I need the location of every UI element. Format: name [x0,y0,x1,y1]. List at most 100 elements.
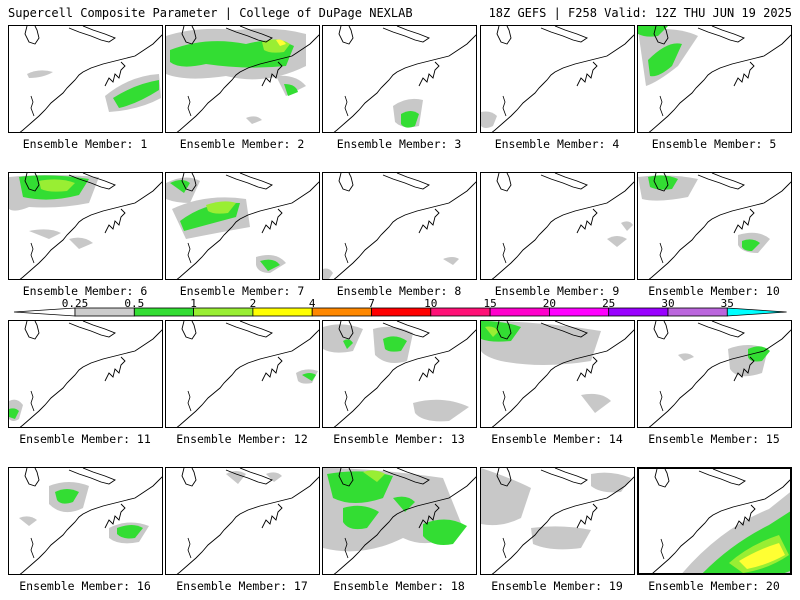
lake-outline [24,173,40,192]
lake-outline [540,468,588,485]
legend-swatch [252,307,313,317]
ensemble-member-label: Ensemble Member: 14 [491,432,623,446]
lake-outline [338,26,354,45]
lake-outline [181,321,197,340]
ensemble-panel-16 [8,467,163,575]
lake-outline [418,61,440,87]
ensemble-panel-12 [165,320,320,428]
lake-outline [225,321,273,338]
scp-map-12 [176,321,319,427]
lake-outline [576,503,598,529]
scp-contour [206,201,236,214]
scp-contour [323,268,333,279]
inland-outline [187,537,192,559]
coastline [176,476,319,574]
inland-outline [344,95,349,117]
coastline [333,329,476,427]
scp-contour [29,229,61,239]
ensemble-panel-18 [322,467,477,575]
scp-map-9 [491,173,634,279]
ensemble-member-label: Ensemble Member: 7 [179,284,305,298]
ensemble-member-label: Ensemble Member: 17 [176,579,308,593]
lake-outline [653,26,669,45]
coastline [491,181,634,279]
coastline [648,181,791,279]
lake-outline [496,173,512,192]
lake-outline [382,26,430,43]
lake-outline [68,321,116,338]
lake-outline [181,468,197,487]
lake-outline [382,173,430,190]
scp-contour [284,84,298,96]
ensemble-panel-14 [480,320,635,428]
legend-tick-label: 15 [483,297,497,310]
ensemble-panel-11 [8,320,163,428]
lake-outline [698,469,746,486]
coastline [491,34,634,132]
color-legend [13,307,787,317]
lake-outline [261,356,283,382]
inland-outline [659,242,664,264]
scp-map-17 [176,468,319,574]
lake-outline [733,208,755,234]
legend-swatch [193,307,254,317]
page-title: Supercell Composite Parameter | College … [8,6,413,20]
scp-contour [27,70,53,78]
legend-swatch [371,307,432,317]
scp-contour [413,399,469,422]
lake-outline [68,173,116,190]
lake-outline [540,173,588,190]
scp-contour [302,373,316,381]
lake-outline [496,468,512,487]
scp-contour [393,496,415,512]
scp-contour [648,43,682,77]
scp-contour [266,472,282,482]
scp-map-15 [648,321,791,427]
ensemble-member-label: Ensemble Member: 11 [19,432,151,446]
scp-contour [363,470,385,482]
scp-contour [481,468,531,526]
scp-contour [170,40,294,68]
ensemble-panel-19 [480,467,635,575]
ensemble-panel-6 [8,172,163,280]
legend-tick-label: 4 [308,297,316,310]
inland-outline [660,538,665,560]
legend-swatch [667,307,728,317]
ensemble-member-label: Ensemble Member: 1 [22,137,148,151]
scp-map-10 [638,173,791,279]
scp-map-5 [638,26,791,132]
ensemble-member-label: Ensemble Member: 18 [333,579,465,593]
legend-tick-label: 1 [190,297,197,310]
inland-outline [344,537,349,559]
lake-outline [24,468,40,487]
legend-tick-label: 0.25 [61,297,89,310]
scp-contour [276,39,286,46]
scp-map-19 [481,468,634,574]
coastline [491,476,634,574]
ensemble-panel-20 [637,467,792,575]
legend-tick-label: 0.5 [124,297,145,310]
lake-outline [418,208,440,234]
lake-outline [733,356,755,382]
inland-outline [344,390,349,412]
ensemble-member-label: Ensemble Member: 19 [491,579,623,593]
lake-outline [382,321,430,338]
lake-outline [104,356,126,382]
ensemble-member-label: Ensemble Member: 12 [176,432,308,446]
lake-outline [697,321,745,338]
legend-tick-label: 25 [602,297,616,310]
ensemble-panel-7 [165,172,320,280]
lake-outline [261,503,283,529]
lake-outline [261,61,283,87]
lake-outline [540,26,588,43]
legend-swatch [311,307,372,317]
inland-outline [30,537,35,559]
scp-map-16 [19,468,162,574]
ensemble-panel-4 [480,25,635,133]
coastline [19,181,162,279]
scp-contour [226,471,246,484]
scp-contour [113,80,159,108]
lake-outline [496,26,512,45]
lake-outline [68,468,116,485]
lake-outline [576,208,598,234]
